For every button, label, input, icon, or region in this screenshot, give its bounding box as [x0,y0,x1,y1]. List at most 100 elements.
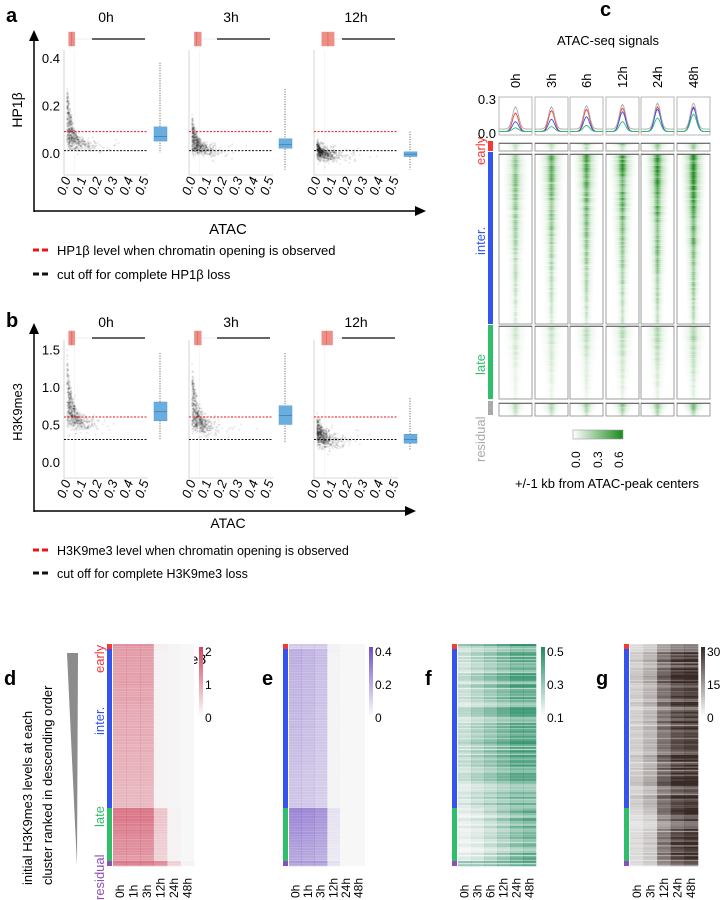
heatmap-row [682,246,705,249]
data-point [317,441,320,444]
heatmap-row [577,381,596,384]
heatmap-row [577,385,596,388]
heatmap-row [541,272,562,275]
heatmap-row [536,327,567,331]
heatmap-row [685,306,702,309]
heatmap-row [610,222,635,225]
heatmap-row [611,365,634,368]
data-point [102,146,105,149]
data-point [70,117,73,119]
data-point [69,120,72,123]
data-point [67,435,70,438]
heatmap-row [649,304,666,307]
data-point [194,411,197,414]
heatmap-row [643,404,672,407]
data-point [75,142,78,145]
heatmap-row [501,343,530,346]
data-point [68,138,71,141]
data-point [66,135,69,138]
heatmap-row [542,294,561,297]
y-axis-label: HP1β [9,92,25,127]
heatmap-row [542,290,561,293]
data-point [93,147,96,149]
heatmap-row [542,282,561,285]
atac-boxplot [321,330,333,346]
heatmap-row [543,304,560,307]
data-point [68,387,71,390]
data-point [199,140,202,143]
data-point [70,138,72,141]
heatmap-row [682,250,705,253]
data-point [72,126,75,129]
data-point [316,412,319,415]
data-point [84,147,86,150]
heatmap-row [643,186,672,189]
data-point [94,145,97,147]
heatmap-row [576,264,597,267]
data-point [316,435,319,438]
data-point [82,138,84,141]
data-point [75,145,78,148]
heatmap-row [542,389,561,392]
data-point [66,122,69,125]
data-point [101,432,104,435]
data-point [73,410,76,413]
data-point [69,115,72,118]
heatmap-row [679,186,708,189]
data-point [82,139,85,142]
heatmap-row [612,375,633,378]
data-point [227,436,230,439]
heatmap-row [643,190,672,193]
data-point [345,154,348,157]
data-point [75,138,78,141]
heatmap-row [645,147,670,150]
data-point [75,147,78,149]
data-point [68,125,70,128]
heatmap-row [572,190,601,193]
data-point [72,131,75,134]
heatmap-row [505,264,526,267]
data-point [67,143,70,146]
data-point [67,121,70,124]
heatmap-row [537,190,566,193]
data-point [227,145,230,148]
heatmap-row [503,232,528,235]
data-point [216,153,219,156]
heatmap-row [541,373,562,376]
heatmap-row [642,176,673,179]
heatmap-row [681,238,706,241]
heatmap-row [541,270,562,273]
heatmap-row [501,196,530,199]
heatmap-row [502,202,529,205]
data-point [72,135,75,138]
data-point [192,139,195,142]
data-point [69,119,72,122]
data-point [68,403,70,406]
heatmap-row [507,322,524,325]
heatmap-row [539,226,564,229]
heatmap-row [574,408,599,411]
heatmap-row [576,272,597,275]
heatmap-row [543,320,560,323]
data-point [67,121,70,123]
heatmap-row [644,202,671,205]
heatmap-row [576,274,597,277]
data-point [66,141,69,143]
heatmap-row [610,234,635,237]
data-point [191,392,194,395]
data-point [68,139,71,141]
data-point [70,137,73,140]
heatmap-row [500,160,531,163]
heatmap-row [578,302,595,305]
heatmap-row [578,320,595,323]
data-point [215,425,217,428]
heatmap-row [539,355,564,358]
heatmap-row [609,406,636,409]
heatmap-row [539,220,564,223]
data-point [73,138,76,140]
data-point [326,446,329,448]
data-point [98,143,101,146]
heatmap-row [678,333,709,337]
data-point [86,146,89,149]
